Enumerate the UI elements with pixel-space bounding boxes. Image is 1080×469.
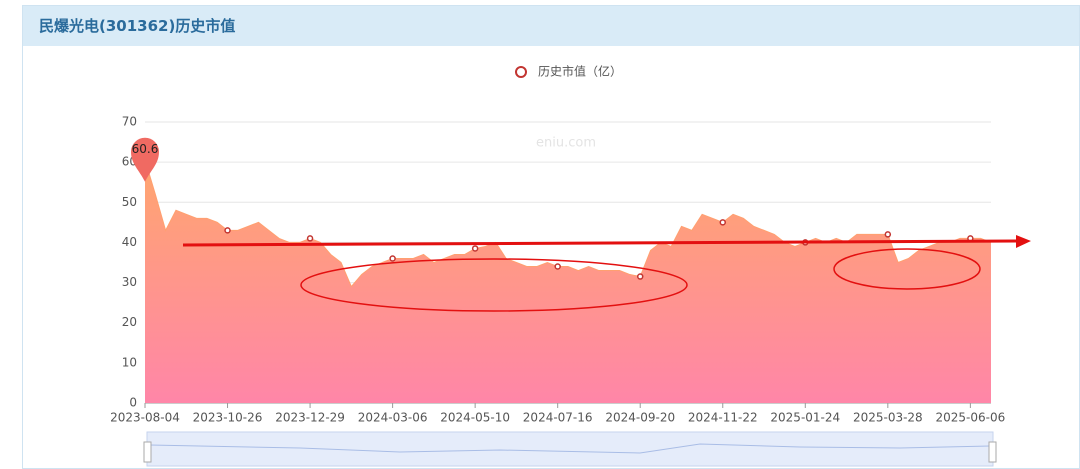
- x-tick-label: 2024-11-22: [688, 411, 758, 425]
- x-tick-label: 2024-05-10: [440, 411, 510, 425]
- point: [719, 219, 727, 226]
- x-tick-label: 2024-03-06: [358, 411, 428, 425]
- watermark: eniu.com: [536, 136, 596, 151]
- y-tick-label: 40: [122, 235, 137, 249]
- legend-marker: [515, 66, 527, 78]
- y-tick-label: 50: [122, 195, 137, 209]
- y-tick-label: 20: [122, 315, 137, 329]
- zoom-preview: [149, 443, 991, 454]
- max-label: 60.6: [132, 142, 159, 156]
- y-tick-label: 10: [122, 355, 137, 369]
- point: [636, 273, 644, 280]
- line: [144, 159, 992, 288]
- annotation-arrowhead: [1016, 235, 1031, 248]
- x-tick-label: 2023-08-04: [110, 411, 180, 425]
- area: [145, 159, 991, 403]
- point: [554, 263, 561, 270]
- x-tick-label: 2023-10-26: [193, 411, 263, 425]
- point: [884, 231, 892, 238]
- annotation-ellipse: [300, 258, 688, 312]
- panel-title: 民爆光电(301362)历史市值: [23, 6, 1079, 46]
- point: [306, 235, 314, 242]
- x-tick-label: 2025-01-24: [770, 411, 840, 425]
- point: [389, 255, 396, 262]
- max-pin: [131, 137, 159, 182]
- point: [471, 245, 479, 252]
- x-tick-label: 2024-09-20: [605, 411, 675, 425]
- x-tick-label: 2023-12-29: [275, 411, 345, 425]
- panel: 民爆光电(301362)历史市值: [22, 5, 1080, 469]
- annotation-ellipse: [833, 248, 981, 290]
- y-tick-label: 70: [122, 115, 137, 129]
- legend-label: 历史市值（亿）: [538, 64, 622, 79]
- zoom-handle[interactable]: [143, 441, 152, 463]
- x-tick-label: 2025-03-28: [853, 411, 923, 425]
- annotation-arrow: [182, 239, 1021, 247]
- y-tick-label: 0: [129, 396, 137, 410]
- x-tick-label: 2024-07-16: [523, 411, 593, 425]
- point: [224, 227, 231, 234]
- zoom-slider[interactable]: [146, 431, 994, 467]
- y-tick-label: 30: [122, 275, 137, 289]
- zoom-handle[interactable]: [988, 441, 997, 463]
- x-tick-label: 2025-06-06: [935, 411, 1005, 425]
